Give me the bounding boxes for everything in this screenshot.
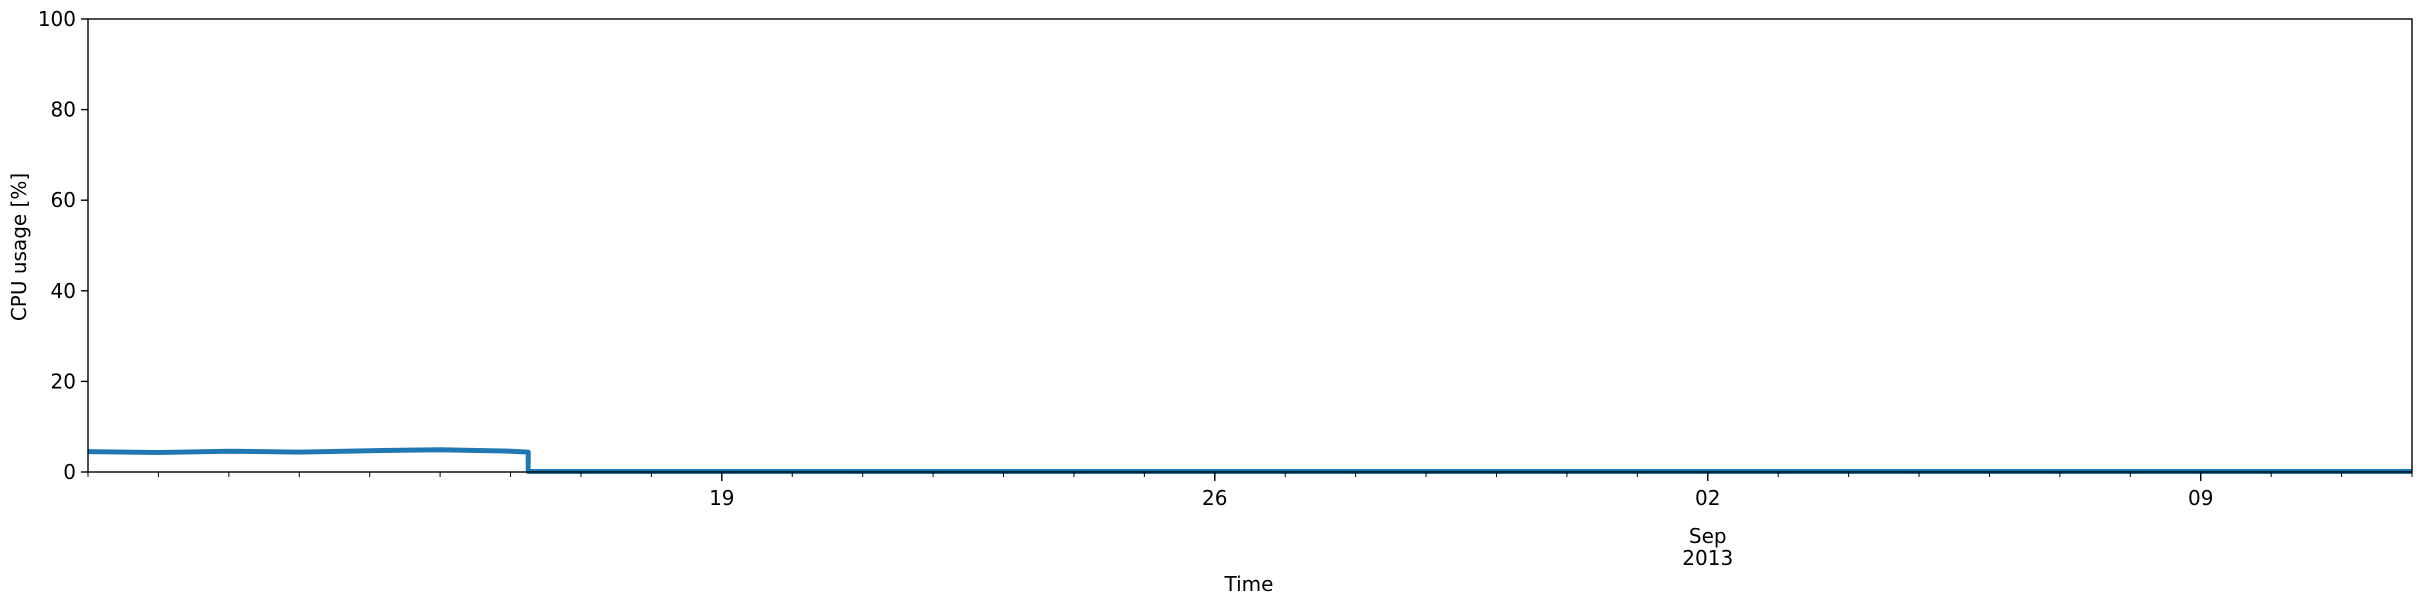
- y-axis: 0 20 40 60 80 100: [38, 7, 88, 484]
- y-tick-label-20: 20: [51, 369, 76, 393]
- plot-area: [87, 18, 2413, 474]
- y-tick-label-40: 40: [51, 279, 76, 303]
- x-tick-year-label: 2013: [1682, 546, 1733, 570]
- series-line-0: [87, 447, 2412, 474]
- y-tick-label-60: 60: [51, 188, 76, 212]
- x-tick-label-02: 02: [1695, 486, 1720, 510]
- y-tick-label-100: 100: [38, 7, 76, 31]
- y-axis-label: CPU usage [%]: [7, 173, 31, 321]
- x-tick-label-19: 19: [709, 486, 734, 510]
- x-axis-label: Time: [1224, 572, 1274, 596]
- x-tick-label-09: 09: [2188, 486, 2213, 510]
- y-tick-label-0: 0: [63, 460, 76, 484]
- x-tick-month-label: Sep: [1689, 524, 1727, 548]
- x-tick-label-26: 26: [1202, 486, 1227, 510]
- plot-frame: [87, 18, 2413, 473]
- y-tick-label-80: 80: [51, 98, 76, 122]
